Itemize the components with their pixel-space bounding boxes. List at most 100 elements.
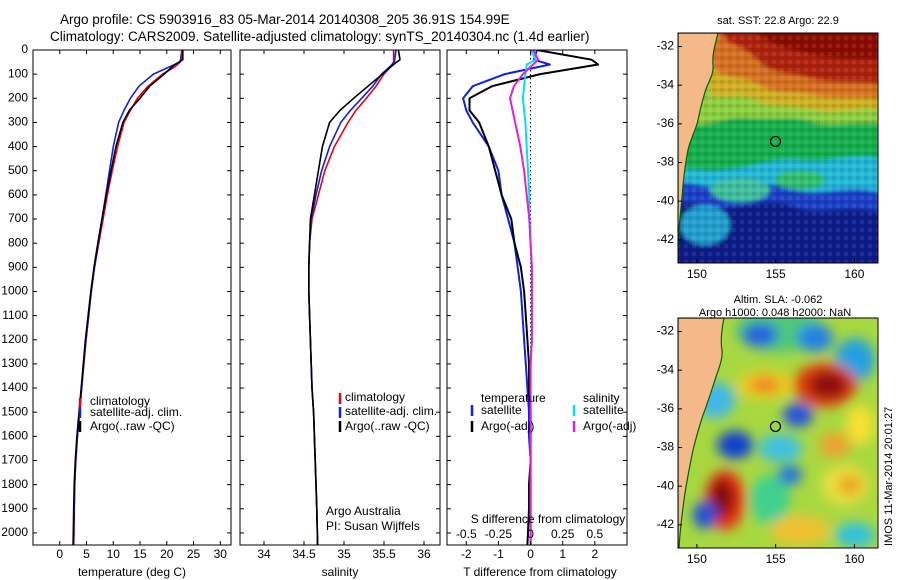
sst-land [678, 33, 719, 263]
sst-argo-location-marker [769, 135, 782, 148]
map-ytick-label: -38 [657, 440, 675, 454]
difference-s-xtick-label: 0 [527, 527, 534, 541]
depth-ytick-label: 600 [8, 187, 28, 201]
salinity-xtick-label: 34.5 [292, 547, 316, 561]
depth-ytick-label: 1500 [1, 404, 28, 418]
difference-s-xtick-label: 0.25 [551, 527, 575, 541]
difference-t-xtick-label: 2 [592, 547, 599, 561]
map-ytick-label: -36 [657, 401, 675, 415]
depth-ytick-label: 300 [8, 115, 28, 129]
sla-map-image [678, 318, 878, 548]
legend-label-satellite: satellite-adj. clim. [345, 404, 437, 418]
depth-ytick-label: 1600 [1, 429, 28, 443]
salinity-panel: 34 34.5 35 35.5 36 salinity climatology sate… [239, 49, 441, 579]
legend-label-t-satellite: satellite [481, 403, 522, 417]
map-xtick-label: 155 [766, 267, 786, 281]
map-ytick-label: -34 [657, 362, 675, 376]
temperature-xtick-label: 25 [187, 547, 201, 561]
difference-ticks: -2 -1 0 1 2 -0.5 -0.25 0 0.25 0.5 [456, 50, 604, 561]
depth-ytick-label: 200 [8, 90, 28, 104]
depth-ytick-label: 500 [8, 163, 28, 177]
map-xtick-label: 150 [687, 552, 707, 566]
map-ytick-label: -40 [657, 193, 675, 207]
difference-t-xtick-label: 0 [527, 547, 534, 561]
depth-ytick-label: 1200 [1, 332, 28, 346]
temperature-xtick-label: 0 [56, 547, 63, 561]
temperature-plot-frame [32, 49, 232, 546]
salinity-ticks: 34 34.5 35 35.5 36 [257, 50, 431, 561]
depth-ytick-label: 1800 [1, 477, 28, 491]
map-ytick-label: -42 [657, 517, 675, 531]
depth-ytick-label: 800 [8, 235, 28, 249]
annotation-pi: PI: Susan Wijffels [326, 519, 420, 533]
temperature-xtick-label: 5 [83, 547, 90, 561]
imos-watermark: IMOS 11-Mar-2014 20:01:27 [883, 407, 895, 546]
difference-plot-area [462, 50, 600, 545]
map-xtick-label: 150 [687, 267, 707, 281]
depth-ytick-label: 0 [21, 42, 28, 56]
map-xtick-label: 160 [844, 267, 864, 281]
sst-map-ticks: 150 155 160 -32 -34 -36 -38 -40 -42 [657, 39, 865, 281]
figure-title-line2: Climatology: CARS2009. Satellite-adjuste… [50, 29, 590, 44]
sla-map-subtitle: Argo h1000: 0.048 h2000: NaN [699, 307, 851, 319]
legend-header-salinity: salinity [583, 391, 620, 405]
difference-panel: -2 -1 0 1 2 -0.5 -0.25 0 0.25 0.5 S difference fr… [446, 49, 636, 579]
depth-ytick-label: 400 [8, 139, 28, 153]
sla-field [693, 318, 875, 547]
temperature-xtick-label: 10 [107, 547, 121, 561]
map-ytick-label: -32 [657, 39, 675, 53]
salinity-xtick-label: 35.5 [372, 547, 396, 561]
difference-plot-frame [446, 49, 628, 546]
difference-s-xlabel: S difference from climatology [471, 512, 626, 526]
difference-s-xtick-label: -0.25 [485, 527, 513, 541]
difference-t-xlabel: T difference from climatology [463, 565, 617, 579]
salinity-argo-raw-qc-line [307, 50, 401, 545]
legend-label-climatology: climatology [90, 394, 150, 408]
difference-t-xtick-label: 1 [559, 547, 566, 561]
map-ytick-label: -32 [657, 324, 675, 338]
depth-ytick-label: 1700 [1, 453, 28, 467]
sst-map-image [678, 33, 878, 263]
annotation-argo-australia: Argo Australia [326, 504, 401, 518]
legend-header-temperature: temperature [481, 391, 546, 405]
depth-ytick-label: 900 [8, 259, 28, 273]
map-xtick-label: 155 [766, 552, 786, 566]
salinity-xlabel: salinity [322, 565, 359, 579]
legend-label-satellite: satellite-adj. clim. [90, 405, 182, 419]
sla-land [678, 318, 725, 548]
temperature-xlabel: temperature (deg C) [78, 565, 186, 579]
sla-map-ticks: 150 155 160 -32 -34 -36 -38 -40 -42 [657, 324, 865, 566]
difference-salinity-argo-adj-line [509, 50, 540, 545]
depth-ytick-label: 100 [8, 66, 28, 80]
legend-label-t-argo: Argo(-adj) [481, 419, 534, 433]
difference-t-xtick-label: -2 [461, 547, 472, 561]
legend-label-s-satellite: satellite [583, 403, 624, 417]
temperature-xtick-label: 15 [133, 547, 147, 561]
legend-label-argo: Argo(..raw -QC) [345, 419, 430, 433]
difference-legend: temperature satellite Argo(-adj) salinit… [470, 391, 636, 433]
sla-map-panel: Altim. SLA: -0.062 Argo h1000: 0.048 h20… [657, 294, 879, 566]
depth-ytick-label: 700 [8, 211, 28, 225]
sla-argo-location-marker [769, 420, 782, 433]
salinity-satellite-adj-clim-line [307, 50, 397, 545]
sla-map-title: Altim. SLA: -0.062 [734, 294, 823, 306]
depth-ytick-label: 2000 [1, 525, 28, 539]
salinity-plot-frame [239, 49, 441, 546]
depth-ytick-label: 1000 [1, 284, 28, 298]
depth-ytick-label: 1300 [1, 356, 28, 370]
difference-s-xtick-label: 0.5 [587, 527, 604, 541]
difference-s-xtick-label: -0.5 [456, 527, 477, 541]
salinity-legend: climatology satellite-adj. clim. Argo(..… [338, 390, 437, 433]
sst-map-panel: sat. SST: 22.8 Argo: 22.9 150 155 160 -32 [657, 15, 879, 281]
difference-temperature-argo-adj-line [468, 50, 600, 545]
temperature-xtick-label: 30 [214, 547, 228, 561]
legend-label-argo: Argo(..raw -QC) [90, 419, 175, 433]
depth-ytick-label: 1400 [1, 380, 28, 394]
salinity-xtick-label: 35 [337, 547, 351, 561]
sst-map-frame [677, 32, 879, 264]
depth-ytick-label: 1900 [1, 501, 28, 515]
temperature-xtick-label: 20 [160, 547, 174, 561]
map-ytick-label: -42 [657, 232, 675, 246]
